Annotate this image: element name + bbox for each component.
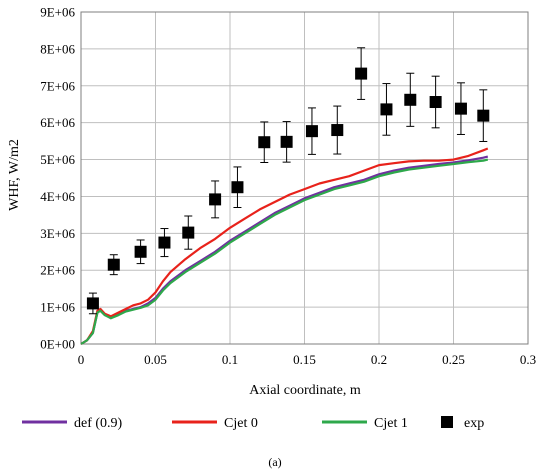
- exp-data-point: [209, 193, 222, 206]
- exp-data-point: [355, 67, 368, 80]
- x-axis-title: Axial coordinate, m: [249, 383, 361, 398]
- y-tick-label: 6E+06: [40, 115, 75, 130]
- y-tick-label: 4E+06: [40, 189, 75, 204]
- exp-data-point: [429, 96, 442, 109]
- y-tick-label: 3E+06: [40, 226, 75, 241]
- exp-data-point: [280, 135, 293, 148]
- legend-label: Cjet 0: [224, 416, 258, 431]
- exp-data-point: [107, 258, 120, 271]
- exp-data-point: [231, 181, 244, 194]
- exp-data-point: [158, 236, 171, 249]
- x-tick-label: 0: [78, 352, 85, 367]
- legend-label: Cjet 1: [374, 416, 408, 431]
- legend-item-2: Cjet 1: [322, 416, 408, 431]
- y-tick-label: 2E+06: [40, 263, 75, 278]
- exp-data-point: [258, 136, 271, 149]
- exp-data-point: [380, 103, 393, 116]
- legend: def (0.9) Cjet 0 Cjet 1 exp: [22, 416, 484, 431]
- exp-data-point: [86, 297, 99, 310]
- exp-data-point: [305, 125, 318, 138]
- legend-label: exp: [464, 416, 484, 431]
- series-layer: [80, 147, 489, 345]
- series-line-1: [80, 147, 489, 345]
- legend-swatch-marker: [441, 416, 453, 428]
- exp-data-point: [404, 93, 417, 106]
- exp-data-point: [331, 124, 344, 137]
- y-tick-label: 9E+06: [40, 5, 75, 20]
- y-tick-label: 7E+06: [40, 78, 75, 93]
- legend-label: def (0.9): [74, 416, 123, 431]
- y-tick-label: 1E+06: [40, 300, 75, 315]
- grid: [80, 11, 529, 345]
- y-tick-label: 5E+06: [40, 152, 75, 167]
- exp-markers: [86, 47, 490, 315]
- tick-labels: 0E+00 1E+06 2E+06 3E+06 4E+06 5E+06 6E+06 7E+06…: [40, 5, 536, 368]
- y-tick-label: 0E+00: [40, 337, 75, 352]
- legend-item-0: def (0.9): [22, 416, 123, 431]
- series-line-2: [80, 158, 489, 345]
- figure-caption: (a): [268, 455, 281, 469]
- y-axis-title: WHF, W/m2: [7, 139, 22, 211]
- x-tick-label: 0.1: [222, 352, 238, 367]
- exp-data-point: [477, 109, 490, 122]
- exp-data-point: [134, 245, 147, 258]
- plot-area-frame: [80, 11, 529, 345]
- exp-data-point: [182, 226, 195, 239]
- legend-item-1: Cjet 0: [172, 416, 258, 431]
- x-tick-label: 0.25: [442, 352, 465, 367]
- x-tick-label: 0.3: [520, 352, 536, 367]
- y-tick-label: 8E+06: [40, 41, 75, 56]
- legend-item-3: exp: [441, 416, 484, 431]
- exp-data-point: [454, 102, 467, 115]
- x-tick-label: 0.05: [144, 352, 167, 367]
- x-tick-label: 0.15: [293, 352, 316, 367]
- x-tick-label: 0.2: [371, 352, 387, 367]
